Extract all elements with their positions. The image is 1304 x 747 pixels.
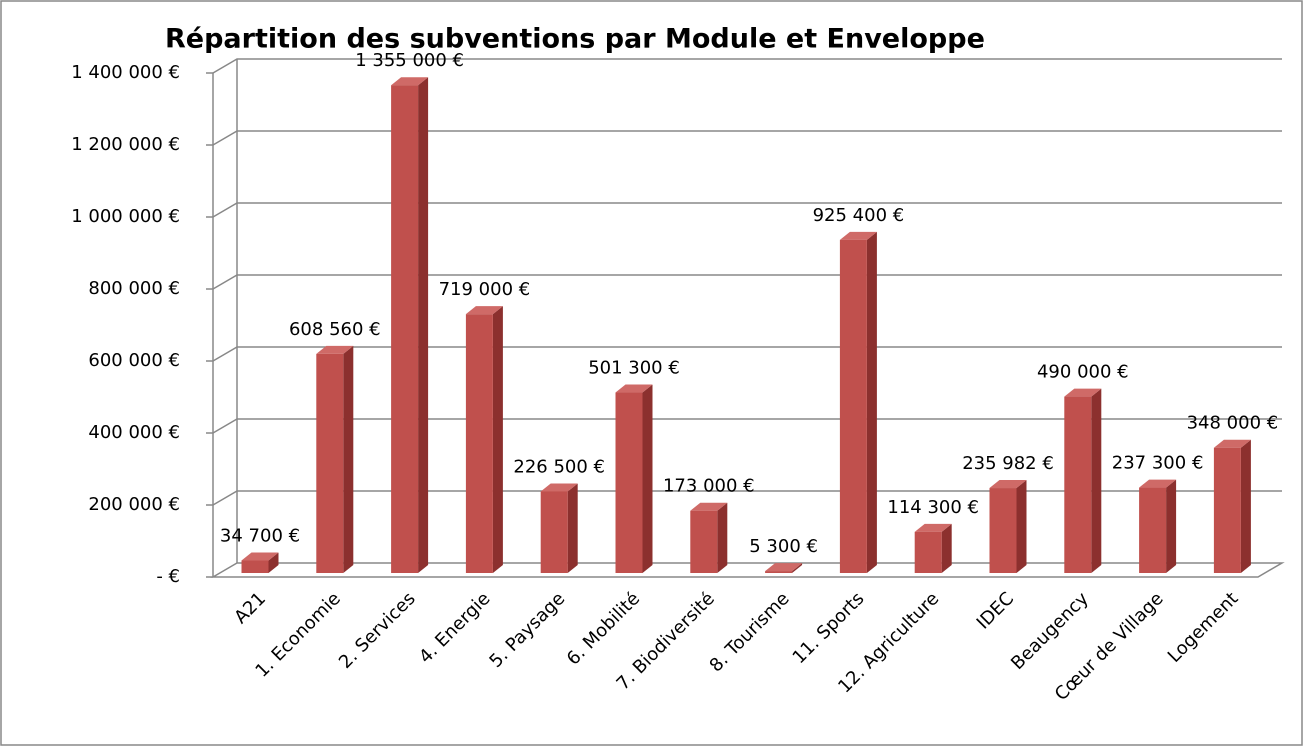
value-label: 34 700 € [220, 526, 300, 547]
value-label: 237 300 € [1112, 453, 1204, 474]
bar-top [1139, 479, 1177, 488]
value-label: 719 000 € [439, 279, 531, 300]
value-label: 5 300 € [749, 536, 818, 557]
value-label: 114 300 € [887, 497, 979, 518]
bar [241, 560, 269, 573]
value-label: 226 500 € [513, 456, 605, 477]
bar-side [343, 345, 354, 573]
grid-line [212, 202, 1282, 218]
value-label: 173 000 € [663, 476, 755, 497]
y-tick-label: 200 000 € [88, 494, 180, 515]
bar-side [866, 231, 877, 573]
bar-top [1213, 439, 1251, 448]
bar [391, 85, 419, 573]
bar [839, 239, 867, 573]
bar-side [1091, 388, 1102, 573]
bar-side [418, 77, 429, 573]
bar [465, 314, 493, 573]
y-tick-label: 600 000 € [88, 350, 180, 371]
floor [210, 562, 1285, 578]
value-label: 608 560 € [289, 319, 381, 340]
grid-line [212, 346, 1282, 362]
bar-side [1016, 480, 1027, 573]
bar-top [914, 523, 952, 532]
bar-top [765, 563, 803, 572]
y-tick-label: 400 000 € [88, 422, 180, 443]
value-label: 501 300 € [588, 358, 680, 379]
y-tick-label: 1 000 000 € [71, 206, 180, 227]
bar-side [1166, 479, 1177, 573]
bar-top [1064, 388, 1102, 397]
bar [1064, 396, 1092, 573]
bar-side [941, 523, 952, 573]
y-tick-label: 1 200 000 € [71, 134, 180, 155]
chart-title: Répartition des subventions par Module e… [165, 24, 985, 55]
bar-side [492, 306, 503, 573]
bar-side [567, 483, 578, 573]
value-label: 925 400 € [813, 205, 905, 226]
bar [989, 488, 1017, 573]
bar-top [839, 231, 877, 240]
y-tick-label: 1 400 000 € [71, 62, 180, 83]
value-label: 235 982 € [962, 453, 1054, 474]
bar-top [316, 345, 354, 354]
bar-top [989, 480, 1027, 489]
grid-line [212, 58, 1282, 74]
bar [1139, 487, 1167, 573]
y-tick-label: 800 000 € [88, 278, 180, 299]
bar [765, 571, 793, 573]
bar-top [540, 483, 578, 492]
bar-side [717, 502, 728, 573]
grid-line [212, 130, 1282, 146]
bar [540, 491, 568, 573]
y-tick-label: - € [156, 566, 180, 587]
bar-top [391, 77, 429, 86]
bar [316, 353, 344, 573]
bar [1213, 447, 1241, 573]
bar-top [465, 306, 503, 315]
bar [615, 392, 643, 573]
bar [690, 510, 718, 573]
bar [914, 531, 942, 573]
grid-line [212, 418, 1282, 434]
bar-side [792, 563, 803, 573]
bar-top [690, 502, 728, 511]
grid-line [212, 274, 1282, 290]
bar-side [1240, 439, 1251, 573]
value-label: 348 000 € [1187, 413, 1279, 434]
bar-top [241, 552, 279, 561]
value-label: 1 355 000 € [355, 50, 464, 71]
bar-top [615, 384, 653, 393]
bar-side [642, 384, 653, 573]
value-label: 490 000 € [1037, 362, 1129, 383]
bar-side [268, 552, 279, 573]
grid-line [212, 490, 1282, 506]
